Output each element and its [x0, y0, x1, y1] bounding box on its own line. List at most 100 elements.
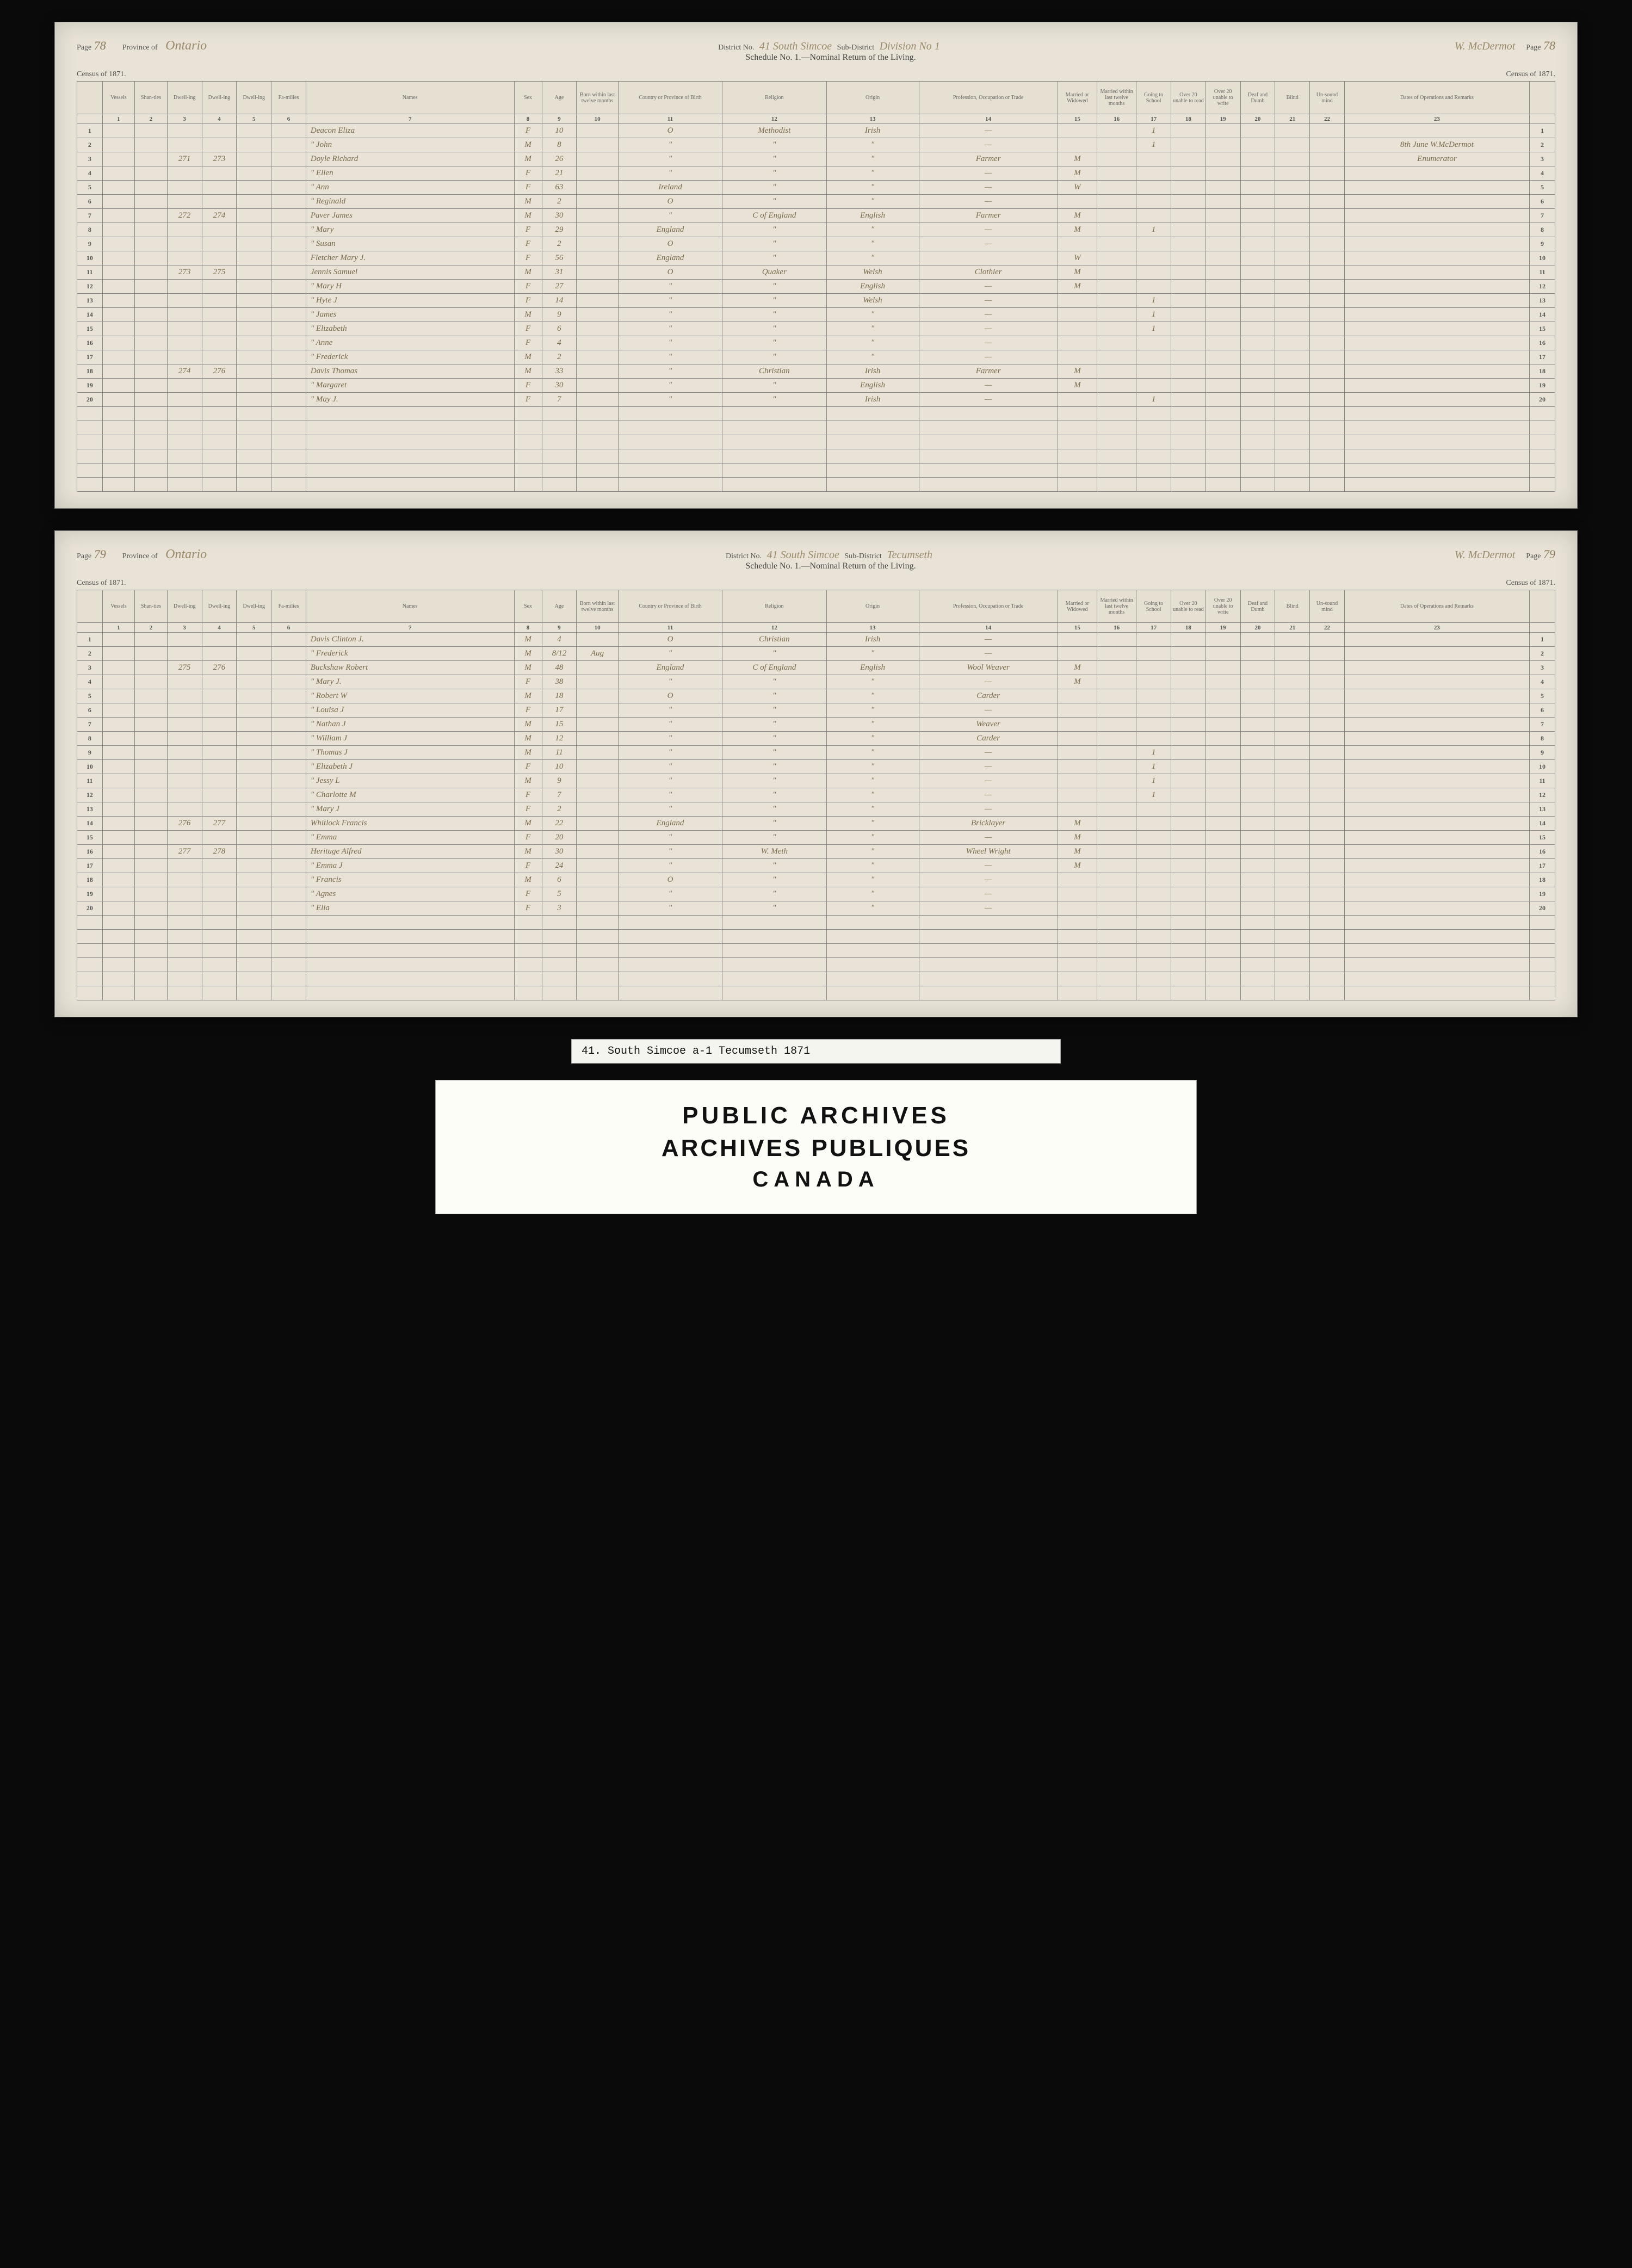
cell — [271, 916, 306, 930]
cell: Davis Clinton J. — [306, 633, 514, 647]
enumerator-signature: W. McDermot — [1455, 549, 1515, 561]
cell: " Jessy L — [306, 774, 514, 788]
cell — [1344, 675, 1529, 689]
cell: W — [1058, 251, 1097, 265]
cell — [135, 930, 168, 944]
col-number — [77, 114, 103, 124]
cell — [1136, 379, 1171, 393]
table-row: 8" MaryF29England""—M18 — [77, 223, 1555, 237]
cell: M — [1058, 675, 1097, 689]
cell — [1136, 237, 1171, 251]
cell — [102, 138, 135, 152]
cell — [1275, 689, 1310, 703]
table-row-blank — [77, 916, 1555, 930]
cell — [618, 478, 722, 492]
cell — [102, 930, 135, 944]
cell — [1240, 435, 1275, 449]
cell — [1171, 322, 1206, 336]
cell — [1240, 265, 1275, 280]
table-row-blank — [77, 464, 1555, 478]
cell — [237, 251, 271, 265]
cell — [1275, 675, 1310, 689]
cell — [1097, 181, 1136, 195]
cell: O — [618, 237, 722, 251]
cell: Methodist — [722, 124, 826, 138]
cell — [202, 887, 237, 901]
cell — [102, 237, 135, 251]
cell — [271, 449, 306, 464]
cell — [1206, 166, 1240, 181]
cell: " — [722, 280, 826, 294]
cell — [135, 237, 168, 251]
cell — [1240, 760, 1275, 774]
cell — [167, 435, 202, 449]
cell — [135, 181, 168, 195]
page-header: Page 79 Province of Ontario District No.… — [77, 547, 1555, 574]
col-number: 21 — [1275, 114, 1310, 124]
cell — [202, 732, 237, 746]
cell — [135, 124, 168, 138]
cell: " — [618, 718, 722, 732]
cell: 31 — [542, 265, 577, 280]
subdistrict-label: Sub-District — [837, 44, 874, 52]
cell — [102, 449, 135, 464]
cell — [77, 986, 103, 1000]
cell — [1136, 421, 1171, 435]
cell — [1097, 152, 1136, 166]
cell — [135, 421, 168, 435]
cell — [1097, 407, 1136, 421]
cell — [1240, 675, 1275, 689]
cell — [1136, 958, 1171, 972]
cell — [167, 421, 202, 435]
cell — [1171, 181, 1206, 195]
cell: Wheel Wright — [919, 845, 1058, 859]
cell — [135, 817, 168, 831]
cell — [202, 930, 237, 944]
col-number: 6 — [271, 114, 306, 124]
cell — [919, 986, 1058, 1000]
cell — [237, 958, 271, 972]
cell — [77, 958, 103, 972]
cell: F — [514, 181, 542, 195]
cell — [1240, 322, 1275, 336]
cell: 278 — [202, 845, 237, 859]
table-row: 5" Robert WM18O""Carder5 — [77, 689, 1555, 703]
cell — [306, 930, 514, 944]
col-header: Sex — [514, 590, 542, 623]
cell — [237, 718, 271, 732]
cell — [919, 916, 1058, 930]
cell — [1275, 633, 1310, 647]
cell — [237, 237, 271, 251]
cell — [1240, 364, 1275, 379]
cell — [1275, 237, 1310, 251]
col-header: Dwell-ing — [237, 82, 271, 114]
cell: 2 — [1530, 138, 1555, 152]
cell — [1344, 887, 1529, 901]
cell — [1344, 166, 1529, 181]
col-header: Fa-milies — [271, 590, 306, 623]
cell — [1136, 181, 1171, 195]
cell — [1275, 859, 1310, 873]
cell — [135, 138, 168, 152]
cell: " — [826, 237, 919, 251]
cell — [102, 859, 135, 873]
cell — [1206, 407, 1240, 421]
col-number: 7 — [306, 114, 514, 124]
cell — [202, 435, 237, 449]
col-header: Dwell-ing — [237, 590, 271, 623]
cell — [167, 859, 202, 873]
cell: 4 — [1530, 675, 1555, 689]
cell: " — [722, 788, 826, 802]
cell: " Ann — [306, 181, 514, 195]
cell — [1310, 689, 1345, 703]
cell — [135, 407, 168, 421]
cell — [237, 449, 271, 464]
cell — [1171, 689, 1206, 703]
cell — [102, 986, 135, 1000]
cell — [102, 817, 135, 831]
cell — [1344, 732, 1529, 746]
cell — [271, 746, 306, 760]
cell — [1136, 350, 1171, 364]
cell — [1275, 802, 1310, 817]
cell — [135, 633, 168, 647]
